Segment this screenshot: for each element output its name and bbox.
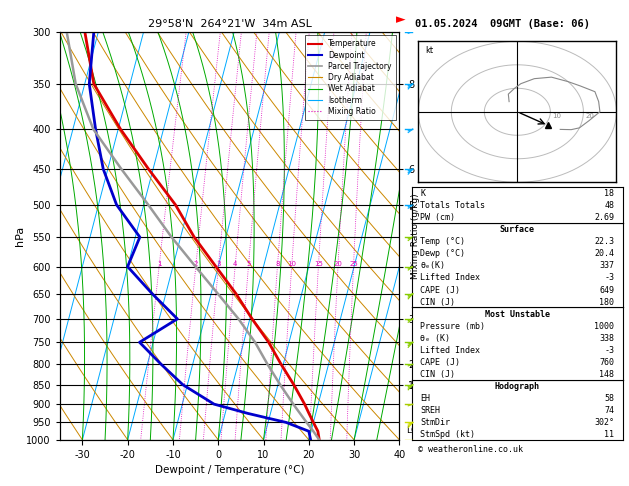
Text: 2: 2 [194,260,198,267]
Text: 148: 148 [599,370,615,379]
Text: ►: ► [396,13,406,26]
Text: Surface: Surface [500,226,535,234]
Title: 29°58'N  264°21'W  34m ASL: 29°58'N 264°21'W 34m ASL [148,19,311,30]
Text: 302°: 302° [594,418,615,427]
Text: 760: 760 [599,358,615,367]
Text: Pressure (mb): Pressure (mb) [420,322,486,330]
Text: Totals Totals: Totals Totals [420,201,486,210]
Y-axis label: hPa: hPa [15,226,25,246]
Text: 25: 25 [349,260,358,267]
Text: 58: 58 [604,394,615,403]
Text: 3: 3 [216,260,221,267]
Text: 20.4: 20.4 [594,249,615,259]
Text: Lifted Index: Lifted Index [420,346,481,355]
Text: Lifted Index: Lifted Index [420,274,481,282]
Text: 10: 10 [552,113,561,119]
Text: 20: 20 [333,260,342,267]
Text: 649: 649 [599,285,615,295]
Text: SREH: SREH [420,406,440,415]
Text: 20: 20 [585,113,594,119]
Text: 1000: 1000 [594,322,615,330]
Text: Hodograph: Hodograph [495,382,540,391]
Legend: Temperature, Dewpoint, Parcel Trajectory, Dry Adiabat, Wet Adiabat, Isotherm, Mi: Temperature, Dewpoint, Parcel Trajectory… [304,35,396,120]
Text: θₑ (K): θₑ (K) [420,334,450,343]
Text: -3: -3 [604,346,615,355]
Text: 15: 15 [314,260,323,267]
Text: StmSpd (kt): StmSpd (kt) [420,430,476,439]
Y-axis label: km
ASL: km ASL [418,226,439,245]
Text: 01.05.2024  09GMT (Base: 06): 01.05.2024 09GMT (Base: 06) [415,19,590,29]
Text: θₑ(K): θₑ(K) [420,261,445,270]
Text: 8: 8 [275,260,280,267]
Text: 4: 4 [233,260,237,267]
Text: 11: 11 [604,430,615,439]
Text: 2.69: 2.69 [594,213,615,222]
Text: EH: EH [420,394,430,403]
Text: PW (cm): PW (cm) [420,213,455,222]
Text: CIN (J): CIN (J) [420,370,455,379]
Text: -3: -3 [604,274,615,282]
Text: 22.3: 22.3 [594,237,615,246]
Text: CAPE (J): CAPE (J) [420,358,460,367]
Text: LCL: LCL [406,426,423,435]
Text: 10: 10 [287,260,296,267]
Text: Most Unstable: Most Unstable [485,310,550,318]
Text: Temp (°C): Temp (°C) [420,237,465,246]
Text: 74: 74 [604,406,615,415]
Text: 18: 18 [604,189,615,198]
Text: CAPE (J): CAPE (J) [420,285,460,295]
Text: 48: 48 [604,201,615,210]
X-axis label: Dewpoint / Temperature (°C): Dewpoint / Temperature (°C) [155,465,304,475]
Text: Dewp (°C): Dewp (°C) [420,249,465,259]
Text: 338: 338 [599,334,615,343]
Text: 180: 180 [599,297,615,307]
Text: 1: 1 [157,260,161,267]
Text: CIN (J): CIN (J) [420,297,455,307]
Text: Mixing Ratio (g/kg): Mixing Ratio (g/kg) [411,193,420,278]
Text: kt: kt [425,46,433,55]
Text: StmDir: StmDir [420,418,450,427]
Text: K: K [420,189,425,198]
Text: 337: 337 [599,261,615,270]
Text: © weatheronline.co.uk: © weatheronline.co.uk [418,445,523,454]
Text: 5: 5 [246,260,250,267]
